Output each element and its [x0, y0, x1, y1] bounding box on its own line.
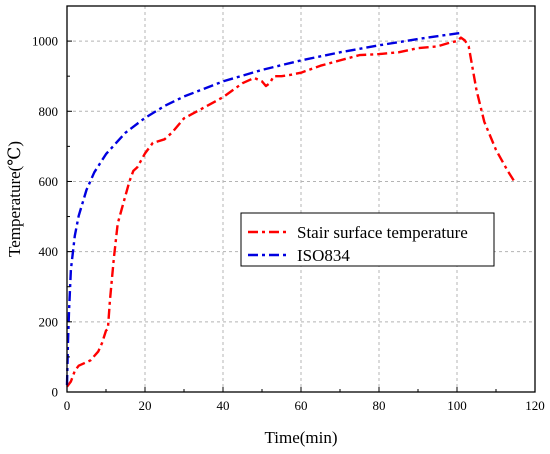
x-tick-label: 0: [64, 398, 71, 413]
x-tick-label: 20: [139, 398, 152, 413]
legend: Stair surface temperature ISO834: [240, 212, 495, 267]
series-layer: [65, 31, 517, 388]
x-tick-label: 40: [217, 398, 230, 413]
legend-label-stair-surface: Stair surface temperature: [297, 223, 468, 242]
y-tick-label: 1000: [32, 34, 58, 49]
series-line-stair-surface: [66, 36, 517, 388]
y-tick-label: 200: [39, 314, 59, 329]
y-axis-title: Temperature(℃): [5, 141, 24, 257]
x-tick-label: 100: [447, 398, 467, 413]
x-tick-label: 80: [373, 398, 386, 413]
y-tick-label: 400: [39, 244, 59, 259]
y-tick-label: 0: [52, 385, 59, 400]
y-tick-label: 600: [39, 174, 59, 189]
x-tick-label: 60: [295, 398, 308, 413]
series-line-iso834: [65, 31, 462, 386]
y-tick-label: 800: [39, 104, 59, 119]
legend-label-iso834: ISO834: [297, 246, 350, 265]
x-tick-label: 120: [525, 398, 545, 413]
x-axis-title: Time(min): [264, 428, 337, 447]
legend-box: [240, 212, 495, 267]
axis-ticks: 0 20 40 60 80 100 120 0 200 400 600 800 1000: [32, 34, 545, 413]
grid: [67, 6, 535, 392]
